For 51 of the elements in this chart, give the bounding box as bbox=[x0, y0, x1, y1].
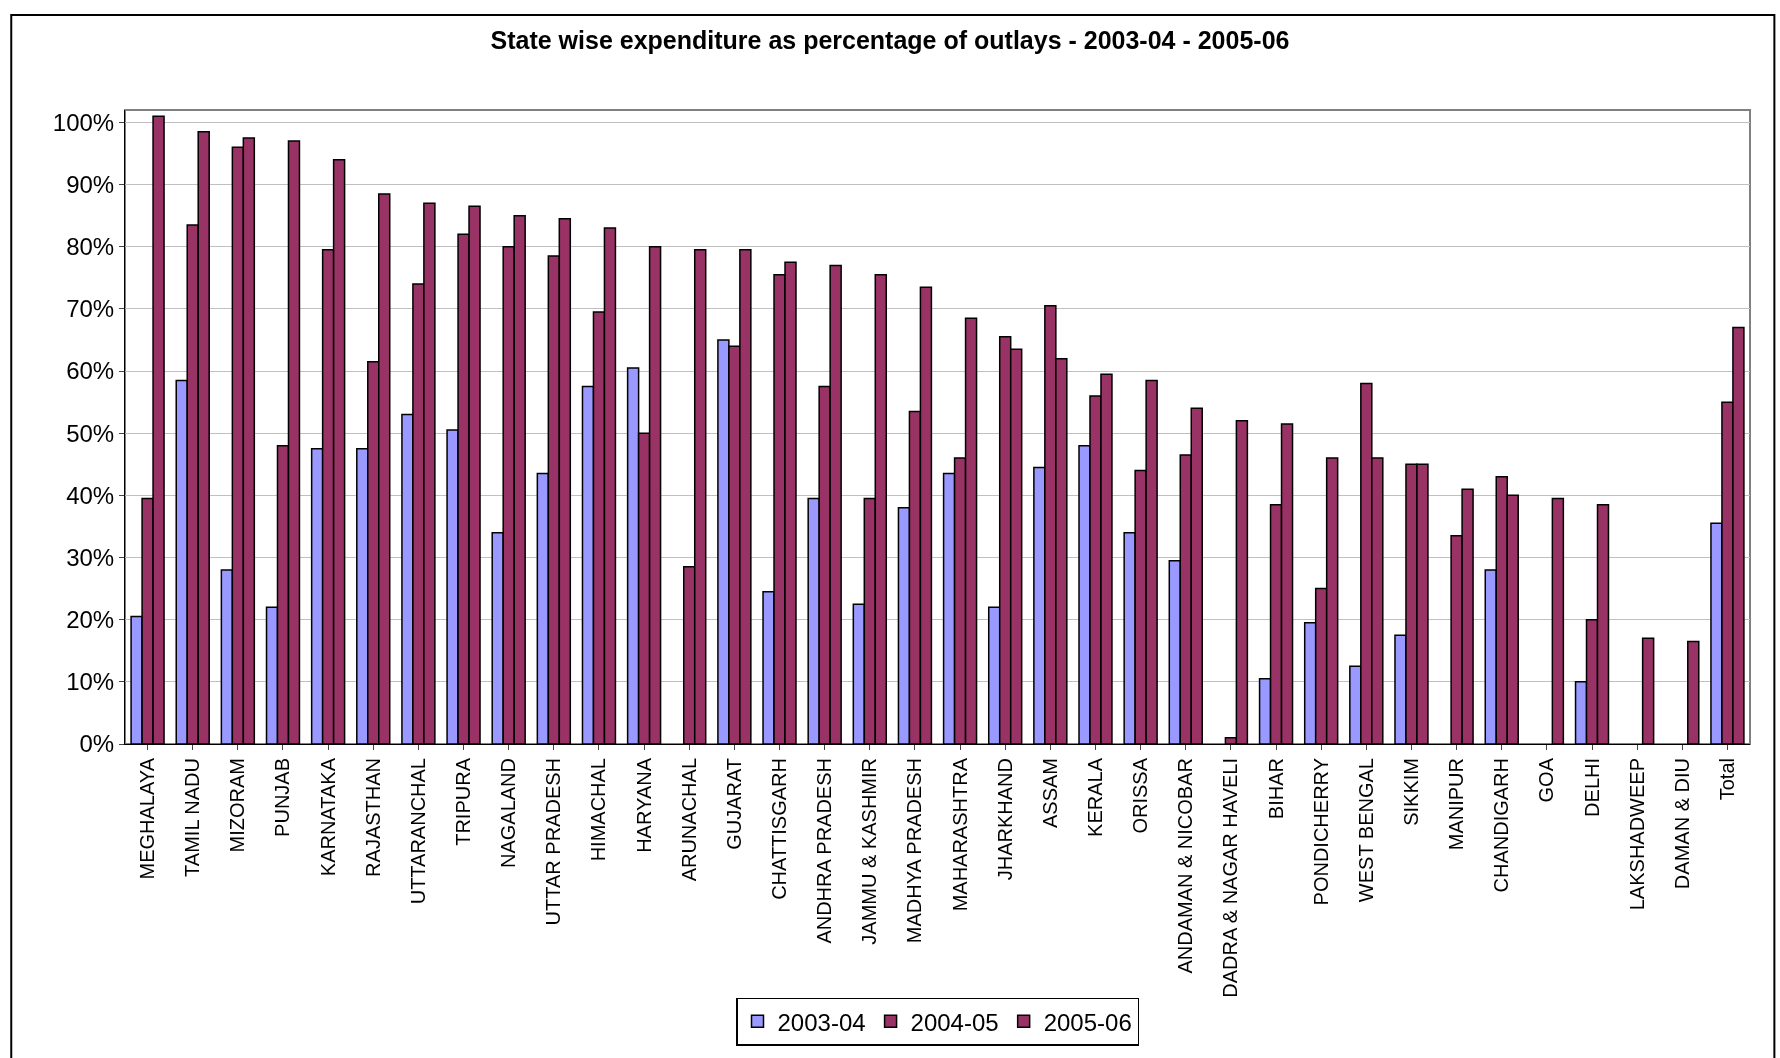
legend-label: 2003-04 bbox=[777, 1008, 866, 1036]
x-tick-label: MADHYA PRADESH bbox=[903, 758, 926, 944]
y-tick-label: 60% bbox=[66, 357, 115, 385]
x-tick-label: WEST BENGAL bbox=[1354, 758, 1377, 903]
x-tick-label: LAKSHADWEEP bbox=[1625, 758, 1648, 911]
x-tick-label: JHARKHAND bbox=[993, 758, 1016, 881]
x-tick-label: SIKKIM bbox=[1399, 758, 1422, 826]
y-tick-label: 80% bbox=[66, 233, 115, 261]
x-tick-label: TAMIL NADU bbox=[181, 758, 204, 877]
x-tick-label: DAMAN & DIU bbox=[1670, 758, 1693, 890]
y-tick-label: 50% bbox=[66, 419, 115, 447]
x-tick-label: KARNATAKA bbox=[316, 757, 339, 877]
x-tick-label: RAJASTHAN bbox=[361, 758, 384, 877]
y-tick-label: 0% bbox=[79, 730, 115, 758]
y-tick-label: 20% bbox=[66, 606, 115, 634]
x-tick-label: KERALA bbox=[1083, 757, 1106, 837]
x-tick-label: ANDAMAN & NICOBAR bbox=[1174, 758, 1197, 974]
y-tick-label: 100% bbox=[52, 108, 115, 136]
legend-label: 2004-05 bbox=[910, 1008, 999, 1036]
x-tick-label: MAHARASHTRA bbox=[948, 757, 971, 912]
x-tick-label: MEGHALAYA bbox=[136, 757, 159, 880]
x-tick-label: ORISSA bbox=[1129, 757, 1152, 834]
legend-label: 2005-06 bbox=[1043, 1008, 1132, 1036]
x-tick-label: CHANDIGARH bbox=[1490, 758, 1513, 893]
y-tick-label: 10% bbox=[66, 668, 115, 696]
x-tick-label: MANIPUR bbox=[1445, 758, 1468, 851]
x-tick-label: DELHI bbox=[1580, 758, 1603, 817]
x-tick-label: GUJARAT bbox=[722, 758, 745, 850]
x-tick-label: BIHAR bbox=[1264, 758, 1287, 820]
x-tick-label: UTTAR PRADESH bbox=[542, 758, 565, 926]
x-tick-label: ASSAM bbox=[1038, 758, 1061, 829]
y-tick-label: 90% bbox=[66, 170, 115, 198]
x-tick-label: JAMMU & KASHMIR bbox=[858, 758, 881, 945]
x-tick-label: GOA bbox=[1535, 757, 1558, 803]
x-tick-label: HARYANA bbox=[632, 757, 655, 853]
x-tick-label: NAGALAND bbox=[497, 758, 520, 869]
x-tick-label: DADRA & NAGAR HAVELI bbox=[1219, 758, 1242, 998]
x-tick-label: TRIPURA bbox=[452, 757, 475, 846]
x-tick-label: HIMACHAL bbox=[587, 758, 610, 862]
x-tick-label: MIZORAM bbox=[226, 758, 249, 853]
x-tick-label: CHATTISGARH bbox=[768, 758, 791, 900]
x-tick-label: Total bbox=[1715, 758, 1738, 801]
y-tick-label: 30% bbox=[66, 543, 115, 571]
y-tick-label: 40% bbox=[66, 481, 115, 509]
x-tick-label: ARUNACHAL bbox=[677, 758, 700, 882]
y-tick-label: 70% bbox=[66, 295, 115, 323]
x-tick-label: UTTARANCHAL bbox=[406, 758, 429, 905]
chart-title: State wise expenditure as percentage of outlays - 2003-04 - 2005-06 bbox=[490, 26, 1290, 55]
x-tick-label: PUNJAB bbox=[271, 758, 294, 837]
x-tick-label: ANDHRA PRADESH bbox=[813, 758, 836, 944]
x-tick-label: PONDICHERRY bbox=[1309, 758, 1332, 906]
